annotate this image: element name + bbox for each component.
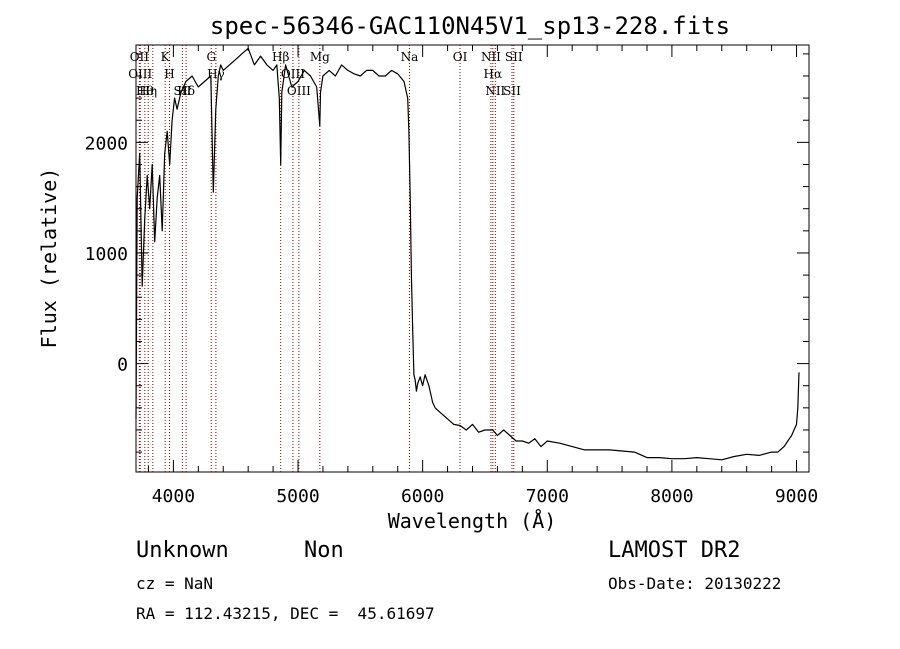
emission-line-label: NII — [481, 50, 501, 64]
emission-line-label: SII — [503, 84, 521, 98]
object-subclass: Non — [304, 538, 344, 563]
emission-line-label: NII — [485, 84, 505, 98]
emission-line-label: Hη — [139, 84, 157, 98]
x-axis-label: Wavelength (Å) — [388, 509, 557, 533]
y-tick-label: 0 — [117, 355, 128, 376]
emission-line-label: Hα — [484, 67, 503, 81]
spectrum-line — [135, 47, 800, 461]
survey-label: LAMOST DR2 — [608, 538, 741, 563]
obs-date-label: Obs-Date: 20130222 — [608, 574, 782, 593]
chart-title: spec-56346-GAC110N45V1_sp13-228.fits — [210, 12, 730, 40]
emission-line-label: OIII — [287, 84, 311, 98]
emission-line-label: SII — [174, 84, 192, 98]
plot-frame — [135, 44, 810, 473]
emission-line-label: Hθ — [136, 84, 154, 98]
emission-line-label: Mg — [310, 50, 330, 64]
emission-line-label: SII — [505, 50, 523, 64]
axis-ticks: 4000 5000 6000 7000 8000 9000 0 1000 2000 — [85, 45, 818, 507]
emission-line-label: K — [161, 50, 171, 64]
x-tick-label: 9000 — [775, 486, 818, 507]
redshift-label: cz = NaN — [136, 574, 214, 593]
emission-line-label: G — [206, 50, 216, 64]
object-class: Unknown — [136, 538, 229, 563]
x-tick-label: 8000 — [650, 486, 693, 507]
y-axis-label: Flux (relative) — [37, 168, 61, 349]
emission-line-label: Hγ — [207, 67, 225, 81]
x-tick-label: 4000 — [152, 486, 195, 507]
emission-line-label: Na — [401, 50, 419, 64]
emission-lines — [138, 45, 515, 472]
emission-line-label: Hβ — [272, 50, 289, 64]
emission-line-label: H — [164, 67, 174, 81]
emission-line-label: OII — [130, 50, 150, 64]
spectrum-series — [135, 47, 800, 461]
y-tick-label: 2000 — [85, 133, 128, 154]
y-tick-label: 1000 — [85, 244, 128, 265]
emission-line-label: OIII — [281, 67, 305, 81]
x-tick-label: 6000 — [401, 486, 444, 507]
x-tick-label: 7000 — [526, 486, 569, 507]
emission-line-label: Hδ — [177, 84, 195, 98]
x-tick-label: 5000 — [276, 486, 319, 507]
spectrum-chart: spec-56346-GAC110N45V1_sp13-228.fits 400… — [37, 12, 818, 533]
emission-line-label: OI — [453, 50, 468, 64]
coordinates-label: RA = 112.43215, DEC = 45.61697 — [136, 604, 435, 623]
emission-line-label: OIII — [128, 67, 152, 81]
